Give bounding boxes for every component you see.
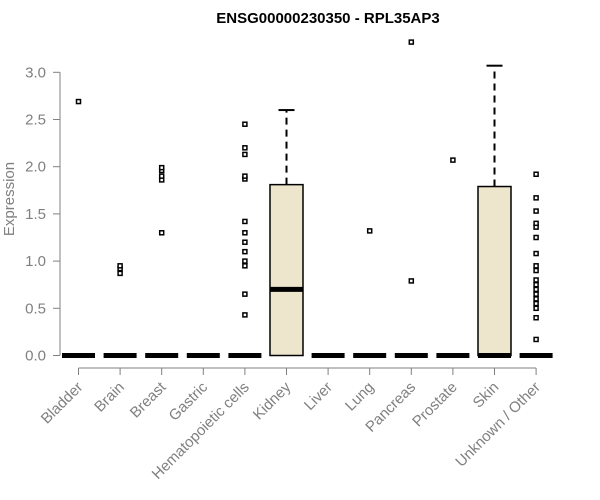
plot-area: [62, 39, 553, 358]
outlier-point: [533, 195, 539, 201]
outlier-point: [158, 230, 165, 236]
outlier-point: [533, 250, 539, 257]
x-tick-label: Prostate: [409, 379, 461, 431]
outlier-point: [242, 239, 248, 245]
outlier-point: [533, 291, 539, 297]
outlier-point: [158, 173, 165, 179]
outlier-point: [533, 208, 539, 214]
outlier-point: [450, 157, 456, 163]
iqr-box: [269, 183, 304, 357]
outlier-point: [533, 336, 539, 343]
box-group: [436, 157, 470, 358]
y-tick-label: 1.5: [25, 206, 46, 223]
box-group: [269, 109, 304, 357]
y-axis-label: Expression: [1, 162, 18, 236]
y-tick-label: 3.0: [25, 64, 46, 81]
outlier-point: [366, 228, 373, 234]
box-group: [519, 171, 553, 358]
outlier-point: [533, 267, 539, 274]
outlier-point: [75, 98, 82, 105]
x-tick-label: Lung: [342, 379, 378, 415]
outlier-point: [242, 291, 248, 297]
box-group: [103, 263, 137, 358]
outlier-point: [533, 220, 539, 227]
outlier-point: [408, 278, 415, 284]
y-tick-label: 0.0: [25, 348, 46, 365]
y-tick-label: 2.5: [25, 112, 46, 129]
outlier-point: [117, 270, 123, 277]
chart-title: ENSG00000230350 - RPL35AP3: [216, 10, 439, 27]
x-tick-label: Kidney: [250, 378, 295, 423]
x-tick-label: Breast: [127, 378, 170, 421]
outlier-point: [242, 230, 248, 236]
outlier-point: [533, 286, 539, 293]
outlier-point: [533, 296, 539, 302]
outlier-point: [533, 277, 539, 283]
outlier-point: [242, 258, 248, 264]
x-tick-label: Liver: [301, 379, 336, 414]
outlier-point: [242, 248, 248, 255]
box-group: [394, 39, 428, 358]
box-group: [353, 228, 387, 358]
outlier-point: [533, 305, 539, 312]
box-group: [62, 98, 95, 358]
outlier-point: [533, 171, 539, 178]
x-tick-label: Bladder: [38, 379, 87, 428]
y-axis: 0.0 0.5 1.0 1.5 2.0 2.5 3.0: [25, 64, 61, 365]
outlier-point: [533, 300, 539, 307]
box-group: [145, 164, 179, 358]
iqr-box: [477, 185, 512, 357]
outlier-point: [533, 263, 539, 269]
outlier-point: [533, 314, 539, 321]
outlier-point: [408, 39, 415, 45]
y-tick-label: 0.5: [25, 300, 46, 317]
x-tick-label: Skin: [470, 379, 503, 412]
x-tick-label: Brain: [91, 379, 128, 416]
outlier-point: [533, 234, 539, 241]
outlier-point: [158, 164, 165, 171]
box-group: [477, 64, 512, 358]
outlier-point: [533, 281, 539, 288]
outlier-point: [242, 151, 248, 158]
outlier-point: [117, 263, 123, 269]
outlier-point: [242, 263, 248, 269]
box-group: [228, 121, 262, 358]
y-tick-label: 1.0: [25, 253, 46, 270]
outlier-point: [242, 121, 248, 127]
y-tick-label: 2.0: [25, 159, 46, 176]
outlier-point: [242, 145, 248, 151]
outlier-point: [242, 312, 248, 318]
outlier-point: [242, 173, 248, 179]
outlier-point: [242, 218, 248, 225]
